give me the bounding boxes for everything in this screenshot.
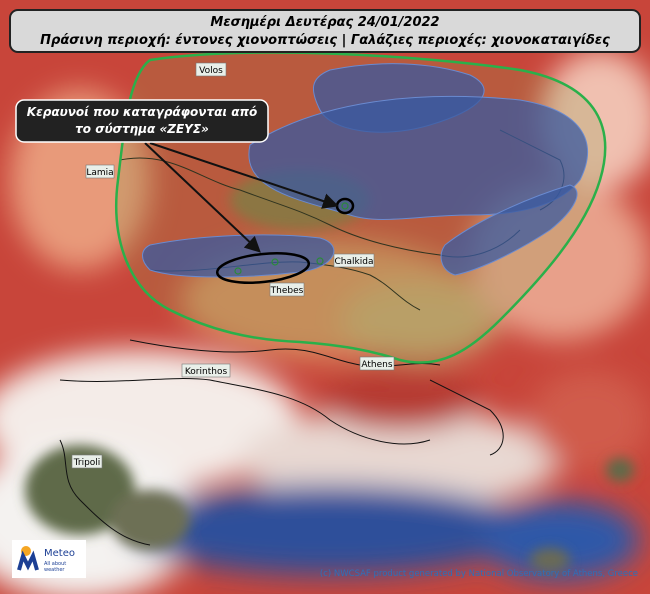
callout-line: το σύστημα «ΖΕΥΣ» <box>75 122 209 136</box>
place-label: Chalkida <box>335 257 374 267</box>
logo-tagline: weather <box>44 567 65 573</box>
logo-name: Meteo <box>44 548 75 559</box>
logo: Meteo All about weather <box>12 540 86 578</box>
logo-tagline: All about <box>44 561 66 567</box>
callout: Κεραυνοί που καταγράφονται από το σύστημ… <box>15 99 269 143</box>
place-labels: Volos Lamia Chalkida Thebes Korinthos At… <box>71 62 395 469</box>
place-label: Thebes <box>270 286 304 296</box>
place-label: Lamia <box>86 168 113 178</box>
place-label: Volos <box>199 66 223 76</box>
storm-areas <box>142 63 588 278</box>
lightning <box>234 202 349 275</box>
title-box: Μεσημέρι Δευτέρας 24/01/2022 Πράσινη περ… <box>9 9 641 53</box>
place-label: Korinthos <box>185 367 228 377</box>
place-label: Athens <box>361 360 392 370</box>
subtitle: Πράσινη περιοχή: έντονες χιονοπτώσεις | … <box>40 33 610 48</box>
credit: (c) NWCSAF product generated by National… <box>320 569 638 579</box>
arrows <box>144 142 339 253</box>
callout-line: Κεραυνοί που καταγράφονται από <box>27 105 257 119</box>
title: Μεσημέρι Δευτέρας 24/01/2022 <box>210 15 439 30</box>
place-label: Tripoli <box>73 458 101 468</box>
